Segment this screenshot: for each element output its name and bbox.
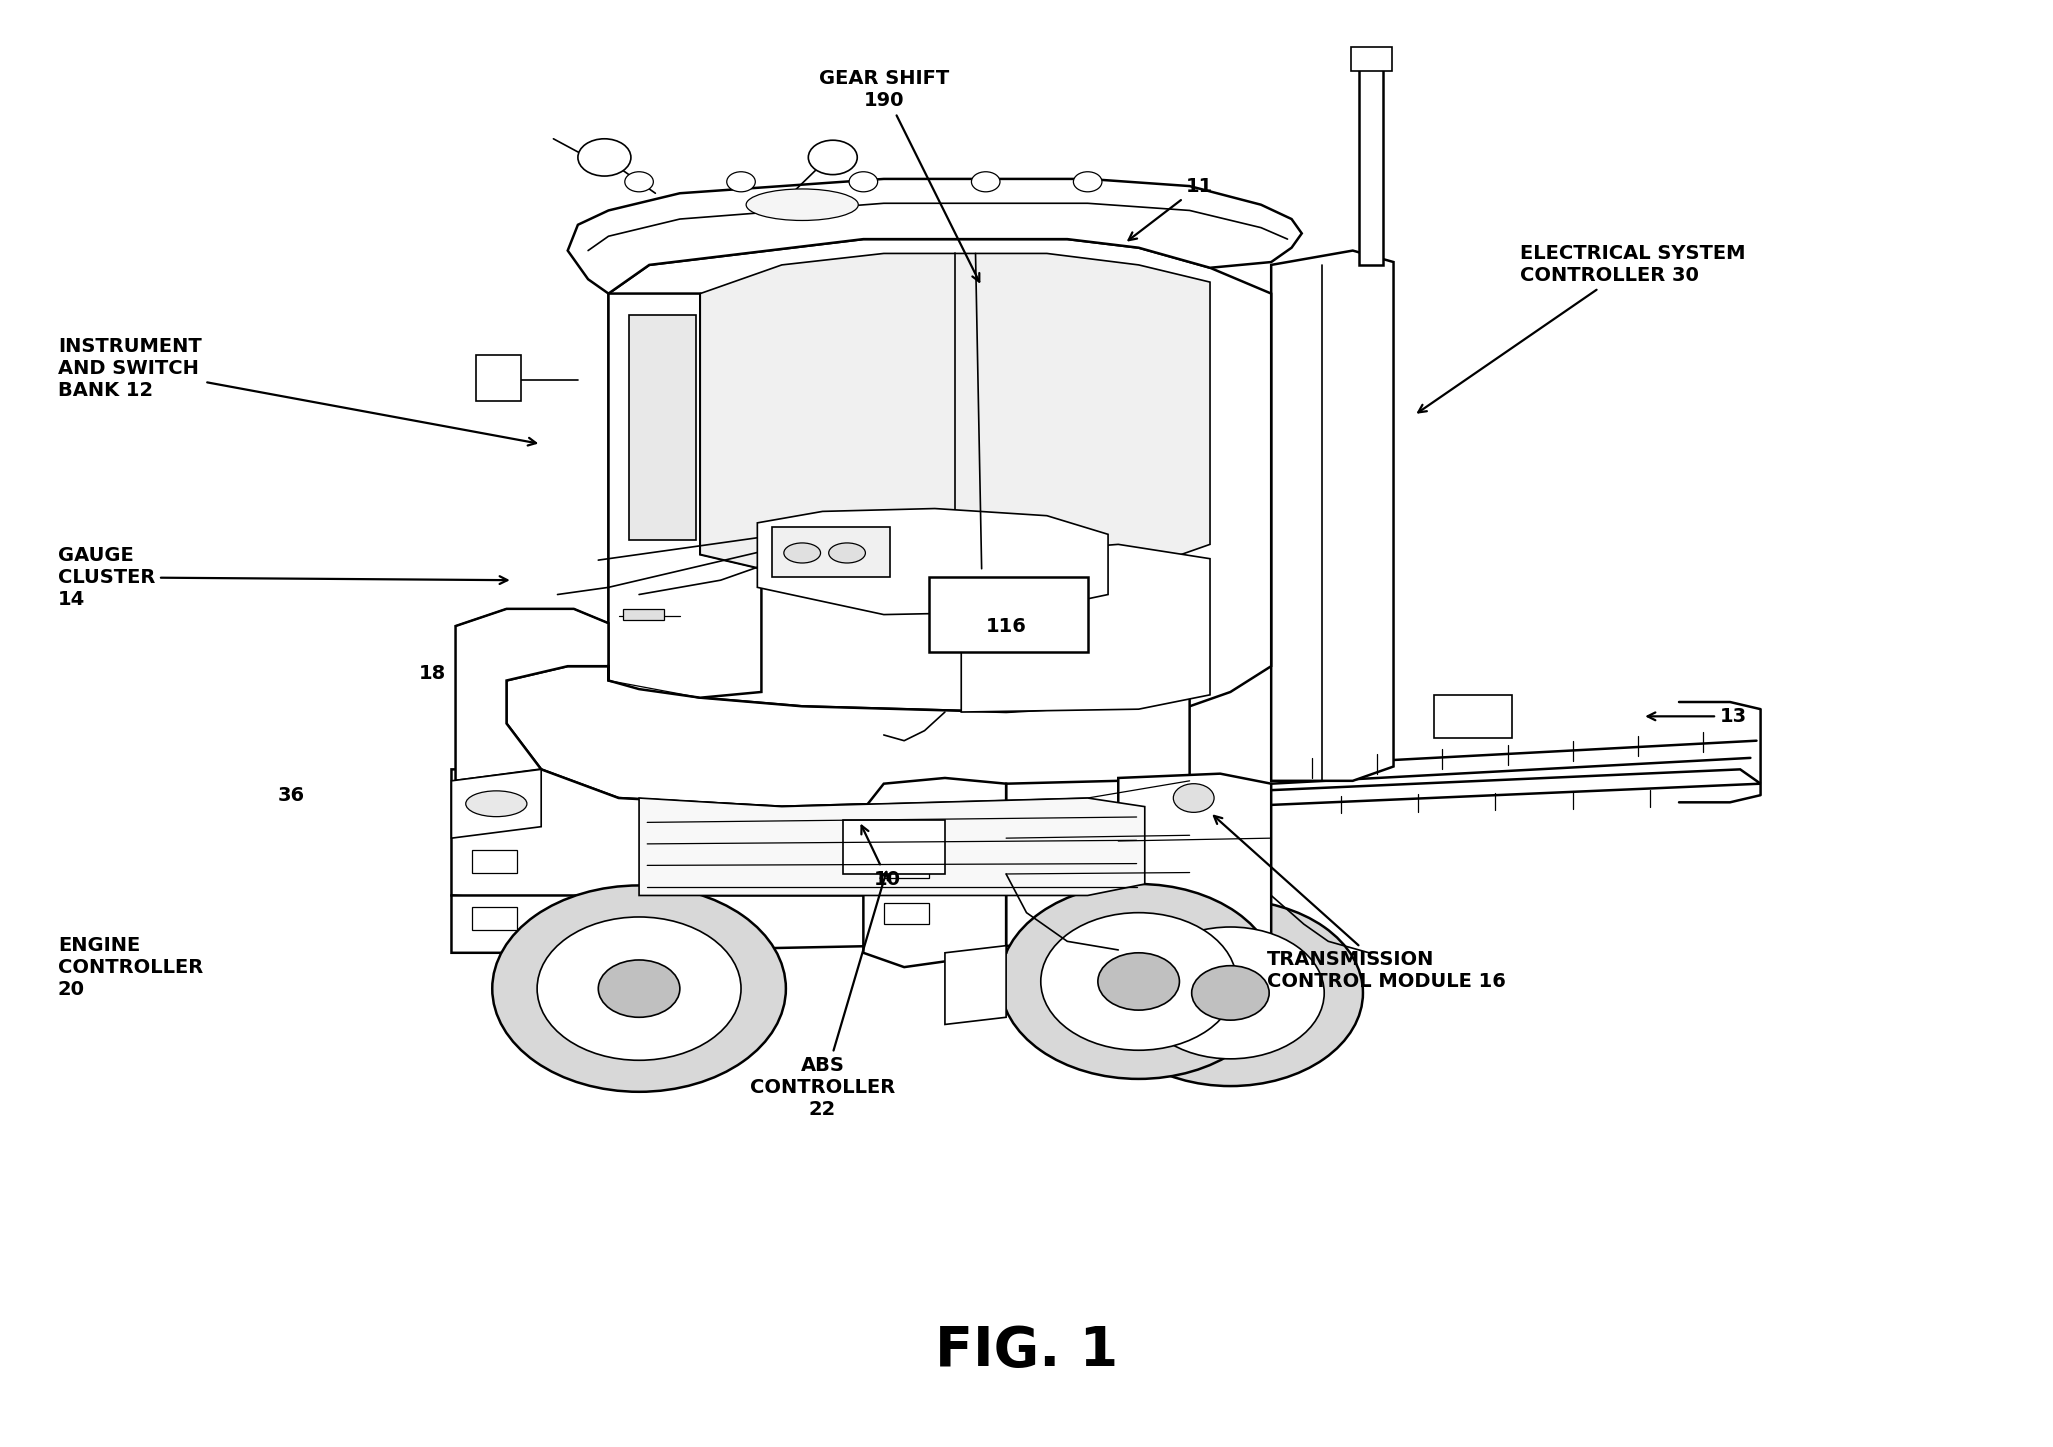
Text: 11: 11	[1129, 177, 1213, 240]
Bar	[622, 609, 663, 621]
Text: TRANSMISSION
CONTROL MODULE 16: TRANSMISSION CONTROL MODULE 16	[1213, 816, 1507, 991]
Text: 36: 36	[277, 786, 306, 805]
Polygon shape	[628, 315, 696, 540]
Text: FIG. 1: FIG. 1	[934, 1324, 1119, 1378]
Text: GEAR SHIFT
190: GEAR SHIFT 190	[819, 69, 979, 282]
Polygon shape	[507, 666, 1189, 806]
Bar	[772, 527, 889, 577]
Circle shape	[971, 172, 1000, 192]
Polygon shape	[1351, 48, 1392, 71]
Circle shape	[1174, 784, 1213, 812]
Polygon shape	[608, 239, 1271, 712]
Circle shape	[493, 886, 786, 1092]
Ellipse shape	[466, 792, 528, 816]
Polygon shape	[1359, 64, 1384, 265]
Polygon shape	[961, 544, 1209, 712]
Bar	[472, 907, 517, 930]
Polygon shape	[1119, 774, 1271, 952]
Text: 10: 10	[862, 826, 901, 888]
Text: INSTRUMENT
AND SWITCH
BANK 12: INSTRUMENT AND SWITCH BANK 12	[57, 337, 536, 446]
Circle shape	[809, 140, 858, 175]
Polygon shape	[608, 294, 762, 697]
Ellipse shape	[784, 543, 821, 563]
Bar	[883, 857, 928, 878]
Polygon shape	[864, 778, 1006, 967]
Bar	[883, 903, 928, 925]
Polygon shape	[700, 253, 1209, 574]
Bar	[928, 577, 1088, 651]
Bar	[476, 355, 521, 401]
Circle shape	[1137, 928, 1324, 1059]
Text: 18: 18	[419, 664, 446, 683]
Polygon shape	[452, 770, 542, 838]
Circle shape	[1041, 913, 1236, 1051]
Ellipse shape	[829, 543, 866, 563]
Ellipse shape	[745, 190, 858, 220]
Polygon shape	[452, 770, 1189, 907]
Polygon shape	[996, 770, 1761, 816]
Circle shape	[1000, 884, 1277, 1079]
Circle shape	[1191, 965, 1269, 1020]
Polygon shape	[452, 896, 1189, 952]
Polygon shape	[456, 609, 608, 781]
Bar	[472, 849, 517, 873]
Circle shape	[1098, 900, 1363, 1087]
Circle shape	[1074, 172, 1102, 192]
Circle shape	[624, 172, 653, 192]
Circle shape	[1098, 952, 1178, 1010]
Circle shape	[850, 172, 877, 192]
Polygon shape	[944, 946, 1006, 1024]
Polygon shape	[758, 508, 1109, 615]
Polygon shape	[569, 179, 1302, 294]
Bar	[1435, 695, 1511, 738]
Text: ABS
CONTROLLER
22: ABS CONTROLLER 22	[749, 873, 895, 1119]
Polygon shape	[1271, 250, 1394, 781]
Bar	[844, 819, 944, 874]
Text: ELECTRICAL SYSTEM
CONTROLLER 30: ELECTRICAL SYSTEM CONTROLLER 30	[1419, 245, 1745, 412]
Polygon shape	[638, 799, 1146, 896]
Circle shape	[577, 139, 630, 177]
Text: GAUGE
CLUSTER
14: GAUGE CLUSTER 14	[57, 546, 507, 609]
Text: 116: 116	[985, 616, 1026, 635]
Text: 13: 13	[1649, 706, 1747, 726]
Text: ENGINE
CONTROLLER
20: ENGINE CONTROLLER 20	[57, 936, 203, 998]
Circle shape	[597, 959, 680, 1017]
Polygon shape	[1006, 781, 1189, 955]
Circle shape	[727, 172, 756, 192]
Circle shape	[538, 917, 741, 1061]
